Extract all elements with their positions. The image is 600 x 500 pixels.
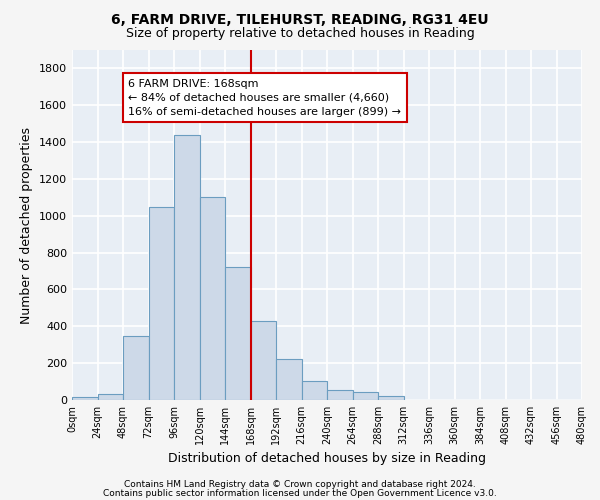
X-axis label: Distribution of detached houses by size in Reading: Distribution of detached houses by size … [168,452,486,466]
Bar [72,397,97,400]
Bar [378,396,404,400]
Bar [225,268,251,400]
Text: Contains HM Land Registry data © Crown copyright and database right 2024.: Contains HM Land Registry data © Crown c… [124,480,476,489]
Bar [97,394,123,400]
Bar [327,390,353,400]
Text: Size of property relative to detached houses in Reading: Size of property relative to detached ho… [125,28,475,40]
Bar [353,392,378,400]
Bar [123,336,149,400]
Text: Contains public sector information licensed under the Open Government Licence v3: Contains public sector information licen… [103,488,497,498]
Bar [276,360,302,400]
Y-axis label: Number of detached properties: Number of detached properties [20,126,34,324]
Text: 6 FARM DRIVE: 168sqm
← 84% of detached houses are smaller (4,660)
16% of semi-de: 6 FARM DRIVE: 168sqm ← 84% of detached h… [128,79,401,117]
Bar [251,321,276,400]
Bar [174,134,199,400]
Bar [149,206,174,400]
Text: 6, FARM DRIVE, TILEHURST, READING, RG31 4EU: 6, FARM DRIVE, TILEHURST, READING, RG31 … [111,12,489,26]
Bar [199,198,225,400]
Bar [302,380,327,400]
